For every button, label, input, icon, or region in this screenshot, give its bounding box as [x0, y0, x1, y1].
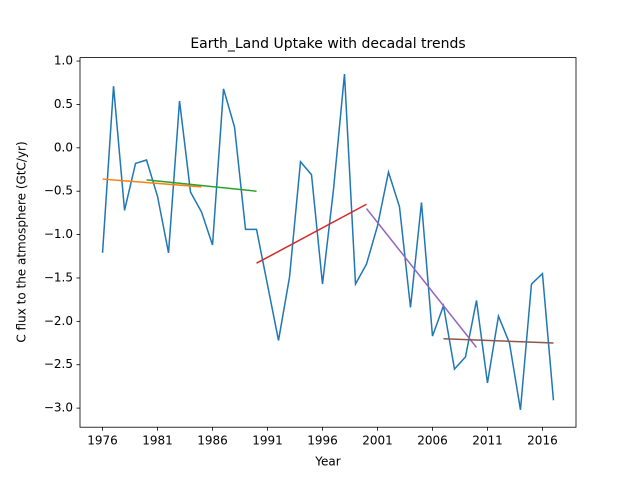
- y-tick-label: −3.0: [44, 401, 73, 415]
- x-tick-label: 2011: [472, 434, 503, 448]
- y-tick-label: 1.0: [54, 54, 73, 68]
- y-tick-label: −2.5: [44, 357, 73, 371]
- axes-frame: [79, 57, 577, 428]
- y-tick-label: −1.5: [44, 270, 73, 284]
- x-tick-label: 1986: [197, 434, 228, 448]
- x-tick-label: 2016: [527, 434, 558, 448]
- x-tick-label: 1976: [87, 434, 118, 448]
- data-line: [443, 337, 554, 344]
- x-tick-label: 2006: [417, 434, 448, 448]
- x-axis-label: Year: [314, 455, 340, 469]
- x-tick-label: 2001: [362, 434, 393, 448]
- y-tick-label: 0.0: [54, 140, 73, 154]
- x-tick-label: 1981: [142, 434, 173, 448]
- data-line: [365, 208, 478, 348]
- data-line: [102, 178, 202, 188]
- chart-title: Earth_Land Uptake with decadal trends: [190, 36, 465, 52]
- data-line: [256, 203, 367, 264]
- y-tick-label: 0.5: [54, 97, 73, 111]
- data-line: [101, 74, 555, 410]
- x-tick-label: 1996: [307, 434, 338, 448]
- data-line: [146, 179, 257, 192]
- y-tick-label: −1.0: [44, 227, 73, 241]
- x-tick-label: 1991: [252, 434, 283, 448]
- y-tick-label: −0.5: [44, 184, 73, 198]
- y-axis-label: C flux to the atmosphere (GtC/yr): [15, 141, 29, 342]
- y-tick-label: −2.0: [44, 314, 73, 328]
